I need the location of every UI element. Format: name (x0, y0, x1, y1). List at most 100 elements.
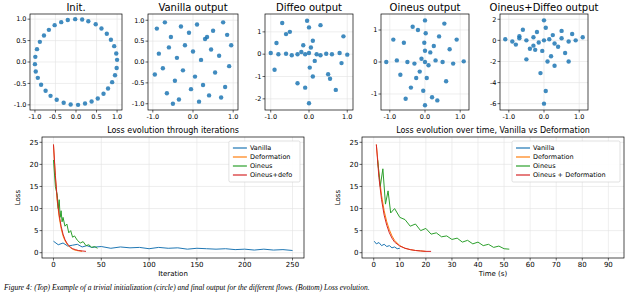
tick-label: 10 (395, 261, 404, 269)
scatter-point (153, 72, 157, 76)
grid-line (265, 98, 353, 99)
tick-mark (40, 230, 43, 231)
tick-label: 1.0 (342, 113, 352, 121)
scatter-point (544, 26, 548, 30)
tick-label: 0.5 (16, 37, 26, 45)
tick-label: -2 (255, 95, 261, 103)
scatter-point (405, 60, 409, 64)
scatter-point (503, 37, 507, 41)
tick-label: -4 (490, 79, 496, 87)
tick-label: -1.0 (146, 113, 159, 121)
grid-line (42, 186, 304, 187)
tick-label: -1 (371, 90, 377, 98)
scatter-point (423, 103, 427, 107)
scatter-point (538, 71, 542, 75)
scatter-point (183, 43, 187, 47)
scatter-point (551, 33, 555, 37)
scatter-point (510, 39, 514, 43)
scatter-point (101, 92, 105, 96)
tick-label: 20 (30, 161, 39, 169)
grid-line (362, 252, 624, 253)
tick-label: -0.5 (14, 80, 27, 88)
scatter-point (89, 99, 93, 103)
scatter-point (109, 38, 113, 42)
legend-swatch (516, 156, 530, 157)
axis-label: Loss (334, 189, 342, 205)
tick-label: 200 (238, 261, 251, 269)
scatter-point (227, 64, 231, 68)
data-group (269, 18, 350, 105)
scatter-point (99, 26, 103, 30)
scatter-point (462, 59, 466, 63)
scatter-point (426, 63, 430, 67)
legend-swatch (516, 165, 530, 166)
caption: Figure 4: (Top) Example of a trivial ini… (3, 283, 370, 292)
scatter-point (521, 28, 525, 32)
grid-line (399, 137, 400, 258)
tick-mark (379, 94, 382, 95)
tick-label: -1.0 (383, 113, 396, 121)
chart-title: Oineus+Diffeo output (490, 2, 599, 13)
chart-panel: -1.00.01.0-6-4-202Oineus+Diffeo output (490, 2, 599, 121)
scatter-point (423, 60, 427, 64)
legend-swatch (233, 147, 247, 148)
tick-label: 50 (500, 261, 509, 269)
tick-mark (263, 98, 266, 99)
grid-line (42, 208, 304, 209)
scatter-point (288, 30, 292, 34)
scatter-point (433, 58, 437, 62)
tick-label: 0.0 (304, 113, 314, 121)
legend: VanillaDeformationOineusOineus + Deforma… (512, 141, 620, 182)
scatter-point (114, 66, 118, 70)
scatter-point (531, 43, 535, 47)
tick-mark (28, 40, 31, 41)
data-group (374, 145, 509, 252)
grid-line (101, 137, 102, 258)
grid-line (270, 14, 271, 110)
scatter-point (211, 28, 215, 32)
scatter-point (163, 20, 167, 24)
tick-label: 20 (421, 261, 430, 269)
scatter-point (83, 101, 87, 105)
grid-line (196, 137, 197, 258)
scatter-point (307, 25, 311, 29)
scatter-point (110, 80, 114, 84)
scatter-point (197, 99, 201, 103)
scatter-point (318, 53, 322, 57)
scatter-point (559, 36, 563, 40)
scatter-point (559, 29, 563, 33)
scatter-point (444, 79, 448, 83)
tick-mark (146, 103, 149, 104)
tick-mark (40, 208, 43, 209)
scatter-point (428, 50, 432, 54)
tick-mark (379, 30, 382, 31)
scatter-point (35, 47, 39, 51)
scatter-point (573, 38, 577, 42)
scatter-point (326, 72, 330, 76)
scatter-point (524, 57, 528, 61)
scatter-point (48, 94, 52, 98)
tick-label: -1.0 (14, 101, 27, 109)
chart-title: Oineus output (390, 2, 461, 13)
legend-swatch (516, 174, 530, 175)
scatter-point (269, 51, 273, 55)
scatter-point (339, 61, 343, 65)
scatter-point (435, 98, 439, 102)
scatter-point (318, 23, 322, 27)
scatter-point (61, 101, 65, 105)
scatter-point (181, 68, 185, 72)
axis-label: Time (s) (478, 270, 508, 278)
tick-label: 0.0 (188, 113, 198, 121)
scatter-point (106, 86, 110, 90)
tick-label: 10 (30, 205, 39, 213)
tick-label: 0 (373, 58, 377, 66)
scatter-point (195, 22, 199, 26)
tick-mark (146, 62, 149, 63)
scatter-point (199, 58, 203, 62)
scatter-point (313, 59, 317, 63)
tick-label: 50 (97, 261, 106, 269)
series-line (53, 160, 97, 248)
scatter-point (410, 25, 414, 29)
scatter-point (309, 45, 313, 49)
scatter-point (440, 60, 444, 64)
